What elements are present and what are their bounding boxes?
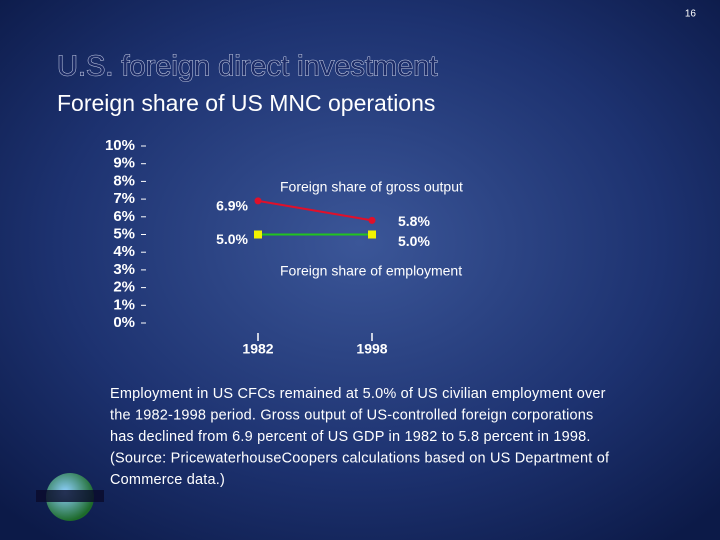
y-tick-label: 9% [113,155,135,172]
point [368,230,376,239]
chart: 0%1%2%3%4%5%6%7%8%9%10% 1982 1998 6.9% 5.8% F… [105,137,463,357]
y-tick-label: 0% [113,314,135,331]
value-label: 5.8% [398,213,430,229]
value-label: 5.0% [398,233,430,249]
point [368,216,376,224]
note-line: has declined from 6.9 percent of US GDP … [110,429,591,445]
slide-title: U.S. foreign direct investment [57,51,437,83]
y-tick-label: 6% [113,208,135,225]
note-line: the 1982-1998 period. Gross output of US… [110,407,594,423]
slide-subtitle: Foreign share of US MNC operations [57,90,435,116]
y-tick-label: 5% [113,225,135,242]
series-line [257,199,373,222]
y-tick-label: 2% [113,279,135,296]
x-tick-label: 1998 [356,341,387,357]
point [254,197,262,205]
y-tick-label: 4% [113,243,135,260]
value-label: 5.0% [216,231,248,247]
x-tick-label: 1982 [242,341,273,357]
note-line: Commerce data.) [110,472,225,488]
note-line: (Source: PricewaterhouseCoopers calculat… [110,450,610,466]
value-label: 6.9% [216,198,248,214]
y-tick-label: 7% [113,190,135,207]
note: Employment in US CFCs remained at 5.0% o… [110,386,610,488]
y-tick-label: 1% [113,296,135,313]
page-number: 16 [685,9,697,20]
y-tick-label: 8% [113,172,135,189]
note-line: Employment in US CFCs remained at 5.0% o… [110,386,606,402]
logo [36,473,104,521]
series-name: Foreign share of employment [280,263,462,279]
series-name: Foreign share of gross output [280,179,463,195]
point [254,230,262,239]
y-tick-label: 3% [113,261,135,278]
logo-band [36,490,104,502]
y-tick-label: 10% [105,137,135,154]
